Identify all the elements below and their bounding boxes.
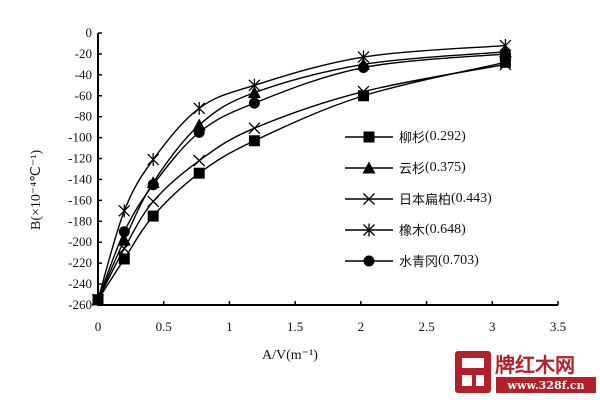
y-tick-label: -220 bbox=[68, 255, 92, 270]
y-tick-label: -240 bbox=[68, 276, 92, 291]
y-tick-label: -20 bbox=[75, 46, 92, 61]
y-tick-label: 0 bbox=[86, 25, 93, 40]
legend-item: 日本扁柏(0.443) bbox=[345, 191, 492, 208]
series-layer bbox=[91, 39, 512, 307]
legend-item: 柳杉(0.292) bbox=[345, 129, 466, 146]
x-tick-label: 2.5 bbox=[418, 319, 434, 334]
y-axis-ticks: 0 -20 -40 -60 -80 -100 -120 -140 -160 -180 -200 -22… bbox=[68, 25, 102, 312]
y-tick-label: -80 bbox=[75, 109, 92, 124]
watermark-brand: 牌红木网 bbox=[495, 353, 575, 377]
y-tick-label: -100 bbox=[68, 130, 92, 145]
y-tick-label: -200 bbox=[68, 234, 92, 249]
legend-label: 水青冈(0.703) bbox=[399, 253, 479, 270]
watermark-url: www.328f.cn bbox=[507, 379, 585, 392]
legend: 柳杉(0.292) 云杉(0.375) 日本扁柏(0.443) 橡木(0.648) 水青… bbox=[345, 129, 492, 270]
x-tick-label: 3 bbox=[489, 319, 496, 334]
y-tick-label: -160 bbox=[68, 192, 92, 207]
y-tick-label: -140 bbox=[68, 171, 92, 186]
x-tick-label: 2 bbox=[358, 319, 365, 334]
x-tick-label: 0 bbox=[95, 319, 102, 334]
x-tick-label: 1 bbox=[226, 319, 233, 334]
series-circle bbox=[92, 48, 511, 306]
legend-item: 橡木(0.648) bbox=[345, 222, 466, 239]
y-axis-title: B(×10⁻⁴℃⁻¹) bbox=[29, 150, 44, 230]
watermark: 牌红木网 www.328f.cn bbox=[455, 351, 596, 393]
legend-label: 日本扁柏(0.443) bbox=[399, 191, 492, 208]
y-tick-label: -120 bbox=[68, 151, 92, 166]
x-axis-ticks: 0 0.5 1 1.5 2 2.5 3 3.5 bbox=[95, 301, 566, 334]
legend-item: 水青冈(0.703) bbox=[345, 253, 479, 270]
legend-label: 云杉(0.375) bbox=[399, 160, 466, 177]
legend-label: 橡木(0.648) bbox=[399, 222, 466, 239]
legend-label: 柳杉(0.292) bbox=[399, 129, 466, 146]
watermark-logo-icon bbox=[455, 351, 491, 393]
x-tick-label: 3.5 bbox=[550, 319, 566, 334]
legend-item: 云杉(0.375) bbox=[345, 160, 466, 177]
y-tick-label: -260 bbox=[68, 297, 92, 312]
y-tick-label: -180 bbox=[68, 213, 92, 228]
x-axis-title: A/V(m⁻¹) bbox=[262, 348, 318, 363]
x-tick-label: 0.5 bbox=[156, 319, 172, 334]
y-tick-label: -40 bbox=[75, 67, 92, 82]
y-tick-label: -60 bbox=[75, 88, 92, 103]
x-tick-label: 1.5 bbox=[287, 319, 303, 334]
